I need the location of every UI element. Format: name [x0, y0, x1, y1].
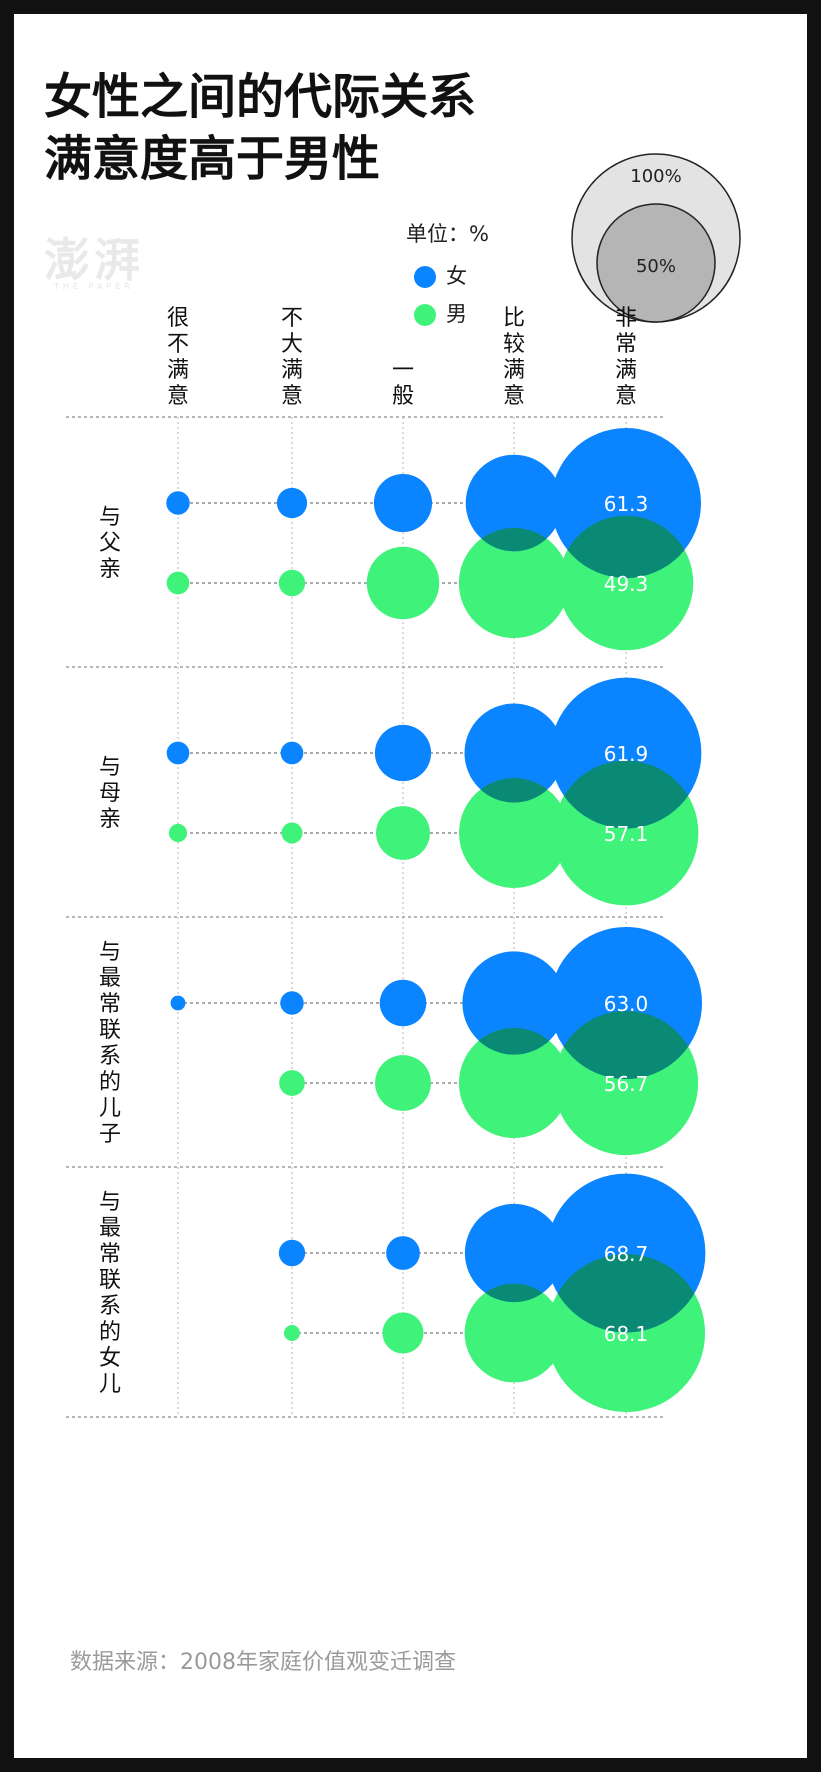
bubble-male-2-3 — [458, 1027, 570, 1139]
column-header-1: 不大满意 — [281, 306, 303, 409]
bubble-male-0-2 — [366, 546, 440, 620]
watermark-subtitle: THE PAPER — [54, 282, 134, 291]
bubble-male-1-2 — [376, 806, 430, 860]
bubble-female-3-3 — [464, 1203, 564, 1303]
bubble-male-2-1 — [279, 1070, 305, 1096]
bubble-female-2-3 — [462, 951, 566, 1055]
value-label-female-0: 61.3 — [604, 492, 649, 516]
bubble-female-2-1 — [280, 991, 304, 1015]
legend-item-male: 男 — [414, 298, 467, 328]
bubble-male-0-0 — [166, 571, 190, 595]
bubble-female-0-3 — [465, 454, 563, 552]
value-label-male-0: 49.3 — [604, 572, 649, 596]
bubble-female-1-0 — [166, 741, 190, 765]
row-label-1: 与母亲 — [99, 755, 121, 832]
bubble-male-3-3 — [464, 1283, 564, 1383]
value-label-male-2: 56.7 — [604, 1072, 649, 1096]
bubble-overlap-0-4 — [558, 515, 694, 578]
bubble-female-1-2 — [374, 724, 432, 782]
legend-label-male: 男 — [446, 302, 467, 326]
size-legend: 100% 50% — [571, 153, 741, 323]
column-header-4: 非常满意 — [615, 306, 637, 409]
bubble-male-1-3 — [459, 778, 569, 888]
value-label-male-1: 57.1 — [604, 822, 649, 846]
column-header-3: 比较满意 — [503, 306, 525, 409]
bubble-female-0-1 — [276, 487, 308, 519]
bubble-overlap-1-4 — [553, 760, 699, 829]
legend-item-female: 女 — [414, 260, 467, 290]
size-legend-label-100: 100% — [630, 166, 681, 187]
legend-label-female: 女 — [446, 264, 467, 288]
data-source-note: 数据来源：2008年家庭价值观变迁调查 — [70, 1650, 456, 1675]
value-label-female-3: 68.7 — [604, 1242, 649, 1266]
bubble-male-1-1 — [281, 822, 303, 844]
legend-swatch-male — [414, 304, 436, 326]
bubble-male-1-0 — [168, 823, 188, 843]
legend-swatch-female — [414, 266, 436, 288]
page-title: 女性之间的代际关系 满意度高于男性 — [44, 66, 476, 190]
bubble-female-3-2 — [386, 1236, 420, 1270]
bubble-female-0-2 — [373, 473, 433, 533]
value-label-female-2: 63.0 — [604, 992, 649, 1016]
size-legend-circle-50 — [596, 203, 716, 323]
bubble-female-2-0 — [170, 995, 186, 1011]
value-label-male-3: 68.1 — [604, 1322, 649, 1346]
value-label-female-1: 61.9 — [604, 742, 649, 766]
row-label-0: 与父亲 — [99, 505, 121, 582]
row-label-3: 与最常联系的女儿 — [99, 1190, 121, 1397]
column-header-0: 很不满意 — [167, 306, 189, 409]
title-line-2: 满意度高于男性 — [44, 131, 381, 187]
size-legend-label-50: 50% — [636, 256, 676, 277]
bubble-female-1-1 — [280, 741, 304, 765]
title-line-1: 女性之间的代际关系 — [44, 69, 477, 125]
bubble-male-0-3 — [458, 527, 570, 639]
infographic-frame: 女性之间的代际关系 满意度高于男性 澎湃 THE PAPER 单位：% 女 男 … — [14, 14, 807, 1758]
row-label-2: 与最常联系的儿子 — [99, 940, 121, 1147]
bubble-male-3-1 — [283, 1324, 301, 1342]
bubble-female-3-1 — [278, 1239, 306, 1267]
bubble-male-3-2 — [382, 1312, 424, 1354]
column-header-2: 一般 — [392, 358, 414, 409]
unit-label: 单位：% — [406, 222, 489, 246]
bubble-overlap-2-4 — [553, 1010, 699, 1080]
bubble-male-0-1 — [278, 569, 306, 597]
bubble-female-2-2 — [379, 979, 427, 1027]
bubble-female-1-3 — [464, 703, 564, 803]
watermark-logo: 澎湃 — [44, 233, 144, 287]
bubble-male-2-2 — [375, 1055, 431, 1111]
bubble-overlap-3-4 — [546, 1253, 706, 1333]
bubble-female-0-0 — [166, 491, 190, 515]
